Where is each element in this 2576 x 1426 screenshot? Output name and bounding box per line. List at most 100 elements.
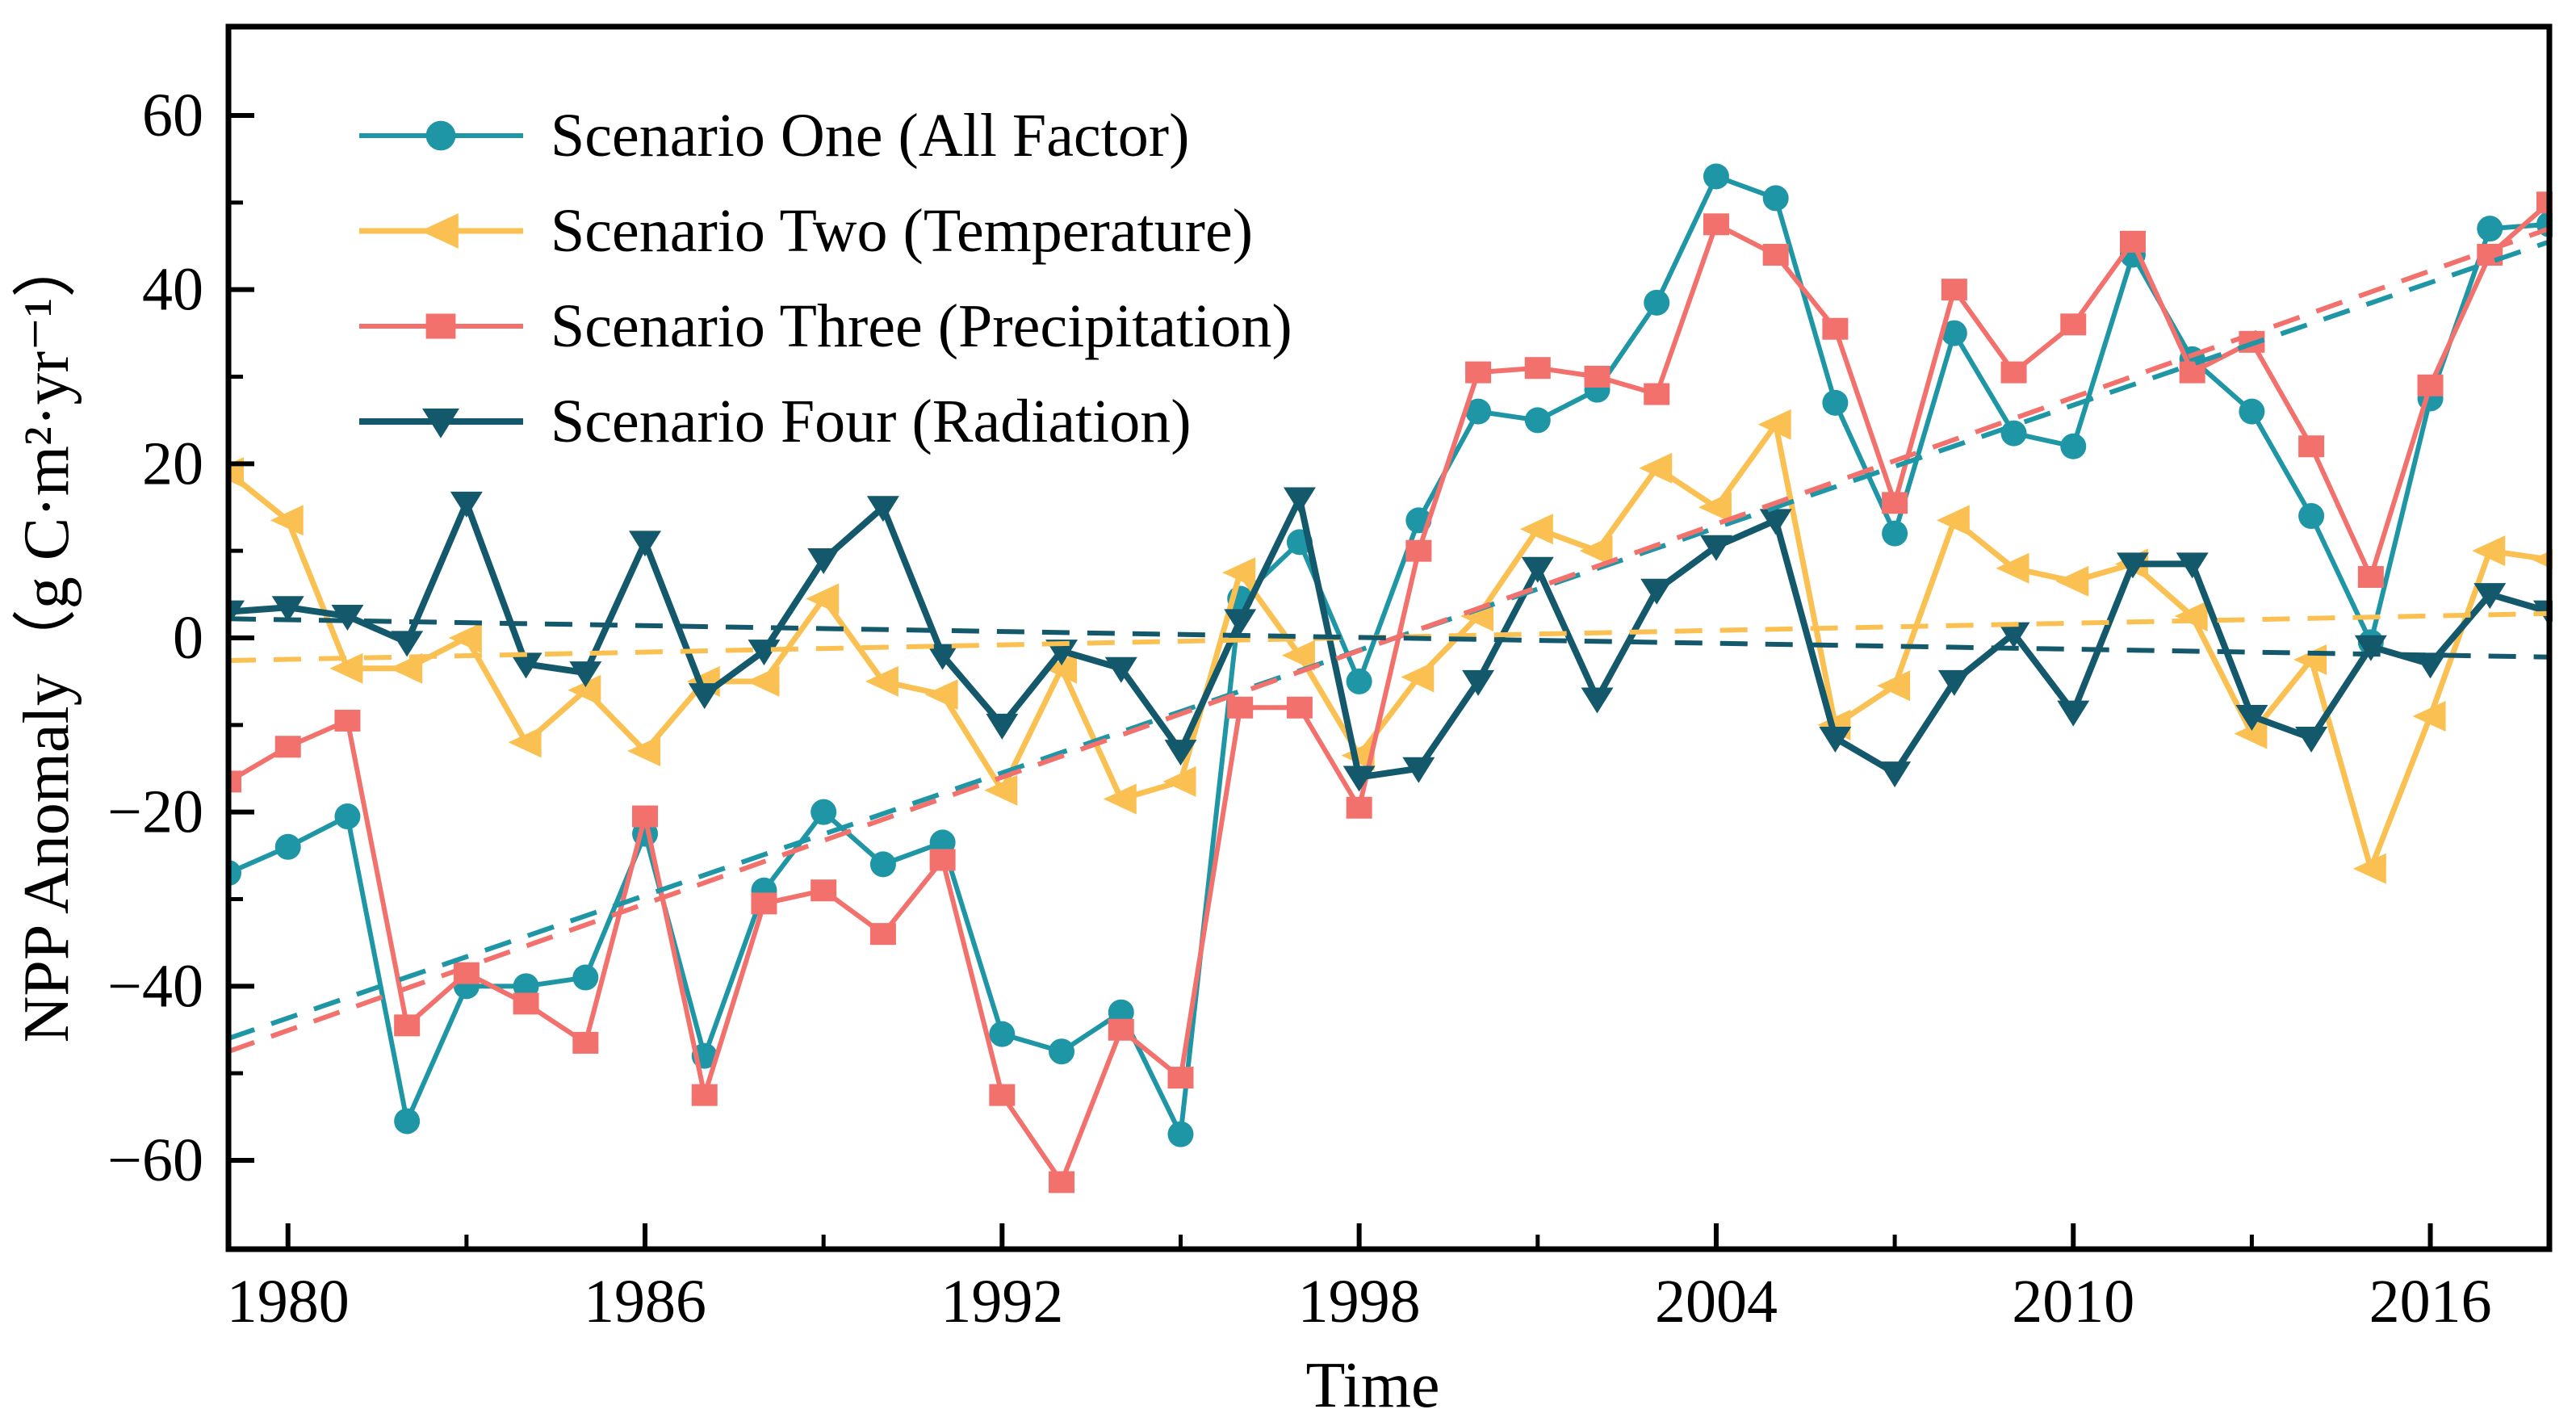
- data-point-circle: [2060, 433, 2087, 459]
- x-tick-labels: 1980 1986 1992 1998 2004 2010 2016: [227, 1268, 2492, 1336]
- data-point-square: [1227, 696, 1254, 719]
- data-point-triangle-left: [1222, 557, 1256, 589]
- data-point-triangle-left: [2472, 535, 2506, 567]
- legend-item-4: Scenario Four (Radiation): [359, 388, 1192, 455]
- data-point-circle: [1049, 1038, 1075, 1065]
- y-axis-title: NPP Anomaly（g C·m²·yr⁻¹）: [11, 233, 82, 1043]
- data-point-circle: [228, 860, 241, 887]
- data-point-triangle-down: [629, 531, 662, 557]
- data-point-triangle-left: [2352, 853, 2386, 884]
- y-tick-label: −20: [107, 778, 203, 846]
- data-point-triangle-down: [688, 683, 721, 710]
- x-tick-label: 1986: [584, 1268, 706, 1336]
- data-point-square: [1703, 213, 1729, 236]
- data-point-square: [2357, 566, 2384, 589]
- data-point-triangle-down: [1104, 656, 1137, 683]
- legend: Scenario One (All Factor) Scenario Two (T…: [359, 102, 1292, 455]
- data-point-circle: [1941, 320, 1967, 346]
- data-point-triangle-down: [2414, 652, 2447, 679]
- data-point-triangle-left: [1877, 670, 1911, 702]
- data-point-square: [2417, 374, 2444, 396]
- data-point-triangle-down: [2116, 552, 2149, 579]
- data-point-square: [1405, 539, 1432, 562]
- data-point-square: [334, 709, 361, 732]
- data-point-triangle-down: [1937, 669, 1971, 696]
- data-point-square: [1346, 796, 1372, 819]
- y-tick-label: 0: [173, 604, 203, 672]
- data-point-square: [274, 736, 301, 758]
- series-line: [228, 495, 2551, 781]
- data-point-triangle-left: [865, 665, 898, 697]
- data-point-circle: [869, 851, 896, 878]
- x-tick-label: 2016: [2369, 1268, 2492, 1336]
- data-point-triangle-left: [1162, 765, 1196, 797]
- legend-label: Scenario Two (Temperature): [551, 197, 1253, 265]
- y-tick-label: 20: [142, 430, 203, 497]
- data-point-triangle-down: [1521, 556, 1554, 583]
- data-point-triangle-left: [1639, 452, 1673, 484]
- data-point-triangle-down: [2473, 583, 2507, 610]
- data-point-circle: [2000, 420, 2027, 447]
- data-point-triangle-down: [1224, 609, 1257, 635]
- data-point-square: [1822, 317, 1849, 340]
- data-point-triangle-left: [1579, 535, 1613, 567]
- data-point-square: [1108, 1018, 1134, 1041]
- data-point-square: [1049, 1171, 1075, 1193]
- data-point-circle: [2298, 503, 2325, 530]
- data-point-triangle-down: [509, 652, 542, 679]
- data-point-triangle-down: [986, 713, 1019, 740]
- data-point-circle: [425, 120, 456, 151]
- data-point-circle: [1644, 289, 1670, 316]
- data-point-triangle-down: [2057, 700, 2090, 727]
- data-point-circle: [1703, 163, 1729, 190]
- series-line: [228, 200, 2551, 1185]
- y-tick-label: −60: [107, 1126, 203, 1194]
- y-tick-label: 40: [142, 256, 203, 324]
- data-point-triangle-left: [2293, 644, 2327, 675]
- x-tick-label: 1980: [227, 1268, 350, 1336]
- data-point-circle: [989, 1021, 1016, 1047]
- data-point-square: [228, 770, 241, 793]
- trend-line-series-2: [228, 610, 2550, 664]
- trend-line-series-4: [228, 616, 2550, 660]
- data-point-square: [869, 923, 896, 946]
- data-point-triangle-down: [926, 644, 959, 670]
- data-point-square: [691, 1084, 718, 1106]
- data-point-circle: [513, 973, 539, 1000]
- data-point-triangle-down: [1640, 578, 1673, 605]
- series-2: [228, 409, 2553, 884]
- data-point-triangle-down: [1402, 757, 1435, 783]
- data-point-circle: [1108, 999, 1134, 1025]
- x-tick-label: 1992: [940, 1268, 1063, 1336]
- data-point-square: [2119, 230, 2146, 253]
- data-point-triangle-left: [1401, 661, 1435, 693]
- data-point-square: [1167, 1067, 1194, 1089]
- data-point-square: [1941, 279, 1967, 301]
- data-point-circle: [1762, 185, 1789, 212]
- data-point-triangle-left: [1519, 514, 1553, 545]
- data-point-triangle-down: [1819, 727, 1852, 753]
- data-point-triangle-down: [569, 661, 602, 688]
- data-point-circle: [1167, 1121, 1194, 1147]
- series-3: [228, 191, 2553, 1193]
- axis-ticks: [228, 112, 2433, 1249]
- data-point-triangle-left: [420, 213, 459, 249]
- data-point-square: [632, 805, 659, 828]
- data-point-triangle-left: [389, 652, 423, 684]
- data-point-circle: [2477, 216, 2503, 242]
- data-point-triangle-down: [1699, 535, 1732, 561]
- data-point-square: [929, 849, 956, 871]
- data-point-circle: [572, 964, 599, 991]
- data-point-triangle-down: [331, 605, 364, 631]
- legend-label: Scenario Four (Radiation): [551, 388, 1192, 455]
- data-point-circle: [334, 803, 361, 830]
- data-point-triangle-left: [1103, 783, 1137, 815]
- y-tick-label: −40: [107, 952, 203, 1020]
- data-point-triangle-down: [866, 496, 899, 522]
- data-point-circle: [810, 799, 837, 825]
- data-point-square: [1286, 696, 1313, 719]
- data-point-circle: [1346, 668, 1372, 694]
- data-point-square: [1644, 383, 1670, 405]
- data-point-circle: [1524, 407, 1551, 434]
- legend-item-3: Scenario Three (Precipitation): [359, 292, 1292, 360]
